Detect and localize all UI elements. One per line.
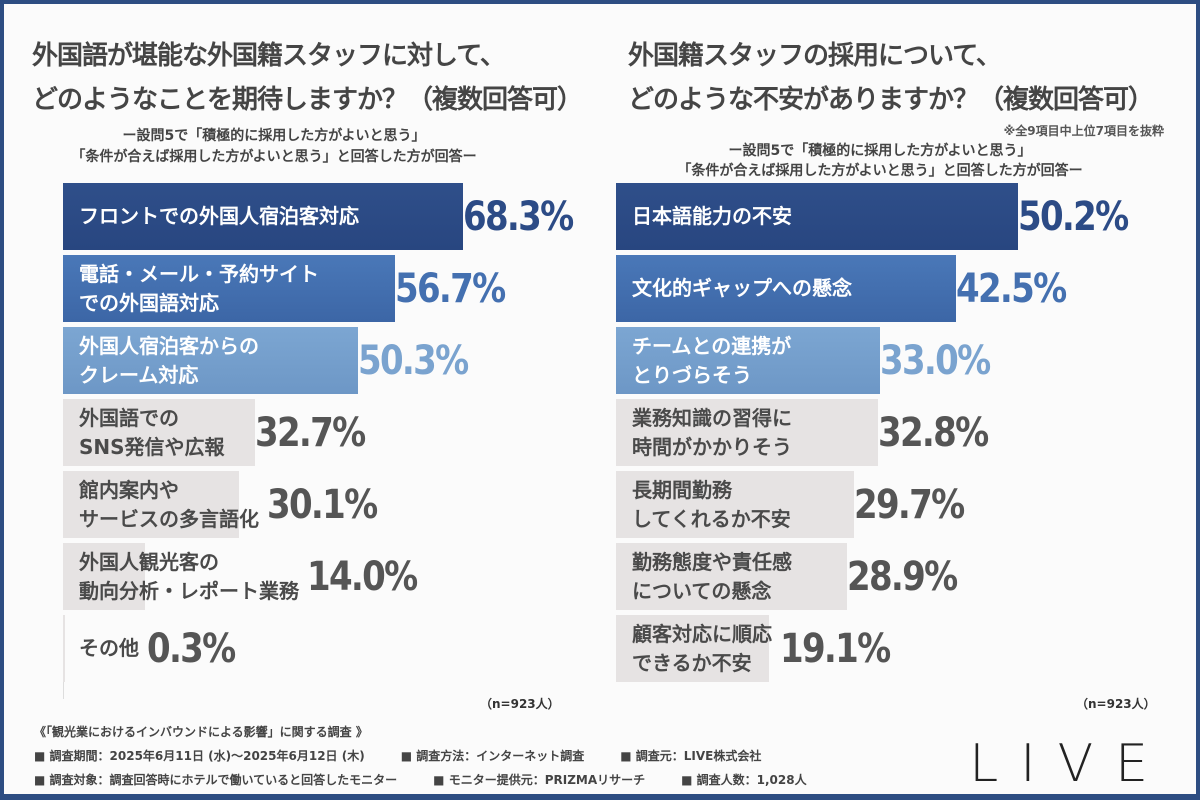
bar [616,255,956,322]
bar [616,615,769,682]
bar [63,615,65,682]
chart-title: 外国籍スタッフの採用について、 どのような不安がありますか？（複数回答可） [628,41,1154,115]
survey-source: ■ 調査元：LIVE株式会社 [620,749,762,763]
bar-label: 業務知識の習得に 時間がかかりそう [632,405,792,459]
survey-period: ■ 調査期間：2025年6月11日 (水)～2025年6月12日 (木) [34,749,365,763]
value-label: 50.2% [1017,193,1129,240]
bar-row: 外国人観光客の 動向分析・レポート業務 14.0% [63,543,592,610]
bar-row: 外国人宿泊客からの クレーム対応 50.3% [63,327,592,394]
bar-label: 文化的ギャップへの懸念 [632,276,852,300]
bar-label: 日本語能力の不安 [632,204,792,228]
value-label: 50.3% [357,337,469,384]
bar-row: その他 0.3% [63,615,592,682]
bar-row: 日本語能力の不安 50.2% [616,183,1146,250]
value-label: 29.7% [853,481,965,528]
bar-label: 顧客対応に順応 できるか不安 [632,621,772,675]
bar-label: 外国人宿泊客からの クレーム対応 [79,333,259,387]
bar-label: 外国語での SNS発信や広報 [79,405,225,459]
bar-label: フロントでの外国人宿泊客対応 [79,204,359,228]
value-label: 0.3% [147,625,236,672]
bar-label: 電話・メール・予約サイト での外国語対応 [79,261,319,315]
sample-size: （n=923人） [1076,697,1156,711]
survey-info: 《「観光業におけるインバウンドによる影響」に関する調査 》 ■ 調査期間：202… [34,720,843,792]
survey-provider: ■ モニター提供元：PRIZMAリサーチ [433,773,646,787]
value-label: 32.8% [878,409,989,456]
bar-row: 電話・メール・予約サイト での外国語対応 56.7% [63,255,592,322]
value-label: 32.7% [254,409,366,456]
survey-count: ■ 調査人数：1,028人 [681,773,807,787]
chart-note: ※全9項目中上位7項目を抜粋 [1003,124,1164,138]
chart-expectations: 外国語が堪能な外国籍スタッフに対して、 どのようなことを期待しますか？（複数回答… [4,4,594,711]
bar-row: 長期間勤務 してくれるか不安 29.7% [616,471,1146,538]
value-label: 19.1% [780,625,891,672]
bar-row: フロントでの外国人宿泊客対応 68.3% [63,183,592,250]
bar [616,183,1018,250]
infographic: 外国語が堪能な外国籍スタッフに対して、 どのようなことを期待しますか？（複数回答… [4,4,1196,794]
value-label: 30.1% [267,481,378,528]
chart-subtitle: ー設問5で「積極的に採用した方がよいと思う」 「条件が合えば採用した方がよいと思… [677,143,1083,179]
bar [616,399,879,466]
bar [63,327,358,394]
live-logo: LIVE [969,734,1170,794]
bar-label: 勤務態度や責任感 についての懸念 [632,549,792,603]
bar-row: 文化的ギャップへの懸念 42.5% [616,255,1146,322]
chart-title: 外国語が堪能な外国籍スタッフに対して、 どのようなことを期待しますか？（複数回答… [32,41,583,115]
bar-label: 館内案内や サービスの多言語化 [79,477,259,531]
chart-subtitle: ー設問5で「積極的に採用した方がよいと思う」 「条件が合えば採用した方がよいと思… [71,128,477,165]
bar-label: チームとの連携が とりづらそう [632,333,792,387]
bar [63,543,146,610]
bar [63,183,464,250]
bar-row: 顧客対応に順応 できるか不安 19.1% [616,615,1146,682]
value-label: 42.5% [956,265,1067,312]
survey-method: ■ 調査方法：インターネット調査 [400,749,585,763]
value-label: 28.9% [847,553,958,600]
bar [616,471,854,538]
bar [63,255,396,322]
bar-label: 外国人観光客の 動向分析・レポート業務 [79,549,299,603]
survey-heading: 《「観光業におけるインバウンドによる影響」に関する調査 》 [34,725,368,739]
bar [63,471,240,538]
sample-size: （n=923人） [480,697,560,711]
bar-label: その他 [79,636,139,660]
bar [616,327,880,394]
bar-row: 外国語での SNS発信や広報 32.7% [63,399,592,466]
bar-label: 長期間勤務 してくれるか不安 [632,477,791,531]
bar-row: 館内案内や サービスの多言語化 30.1% [63,471,592,538]
chart-concerns: 外国籍スタッフの採用について、 どのような不安がありますか？（複数回答可） ※全… [600,4,1190,711]
bar [63,399,255,466]
bar-row: 勤務態度や責任感 についての懸念 28.9% [616,543,1146,610]
bar [616,543,848,610]
value-label: 33.0% [880,337,991,384]
value-label: 68.3% [463,193,574,240]
value-label: 56.7% [395,265,506,312]
bar-row: チームとの連携が とりづらそう 33.0% [616,327,1146,394]
value-label: 14.0% [307,553,418,600]
survey-target: ■ 調査対象：調査回答時にホテルで働いていると回答したモニター [34,773,398,787]
bar-row: 業務知識の習得に 時間がかかりそう 32.8% [616,399,1146,466]
